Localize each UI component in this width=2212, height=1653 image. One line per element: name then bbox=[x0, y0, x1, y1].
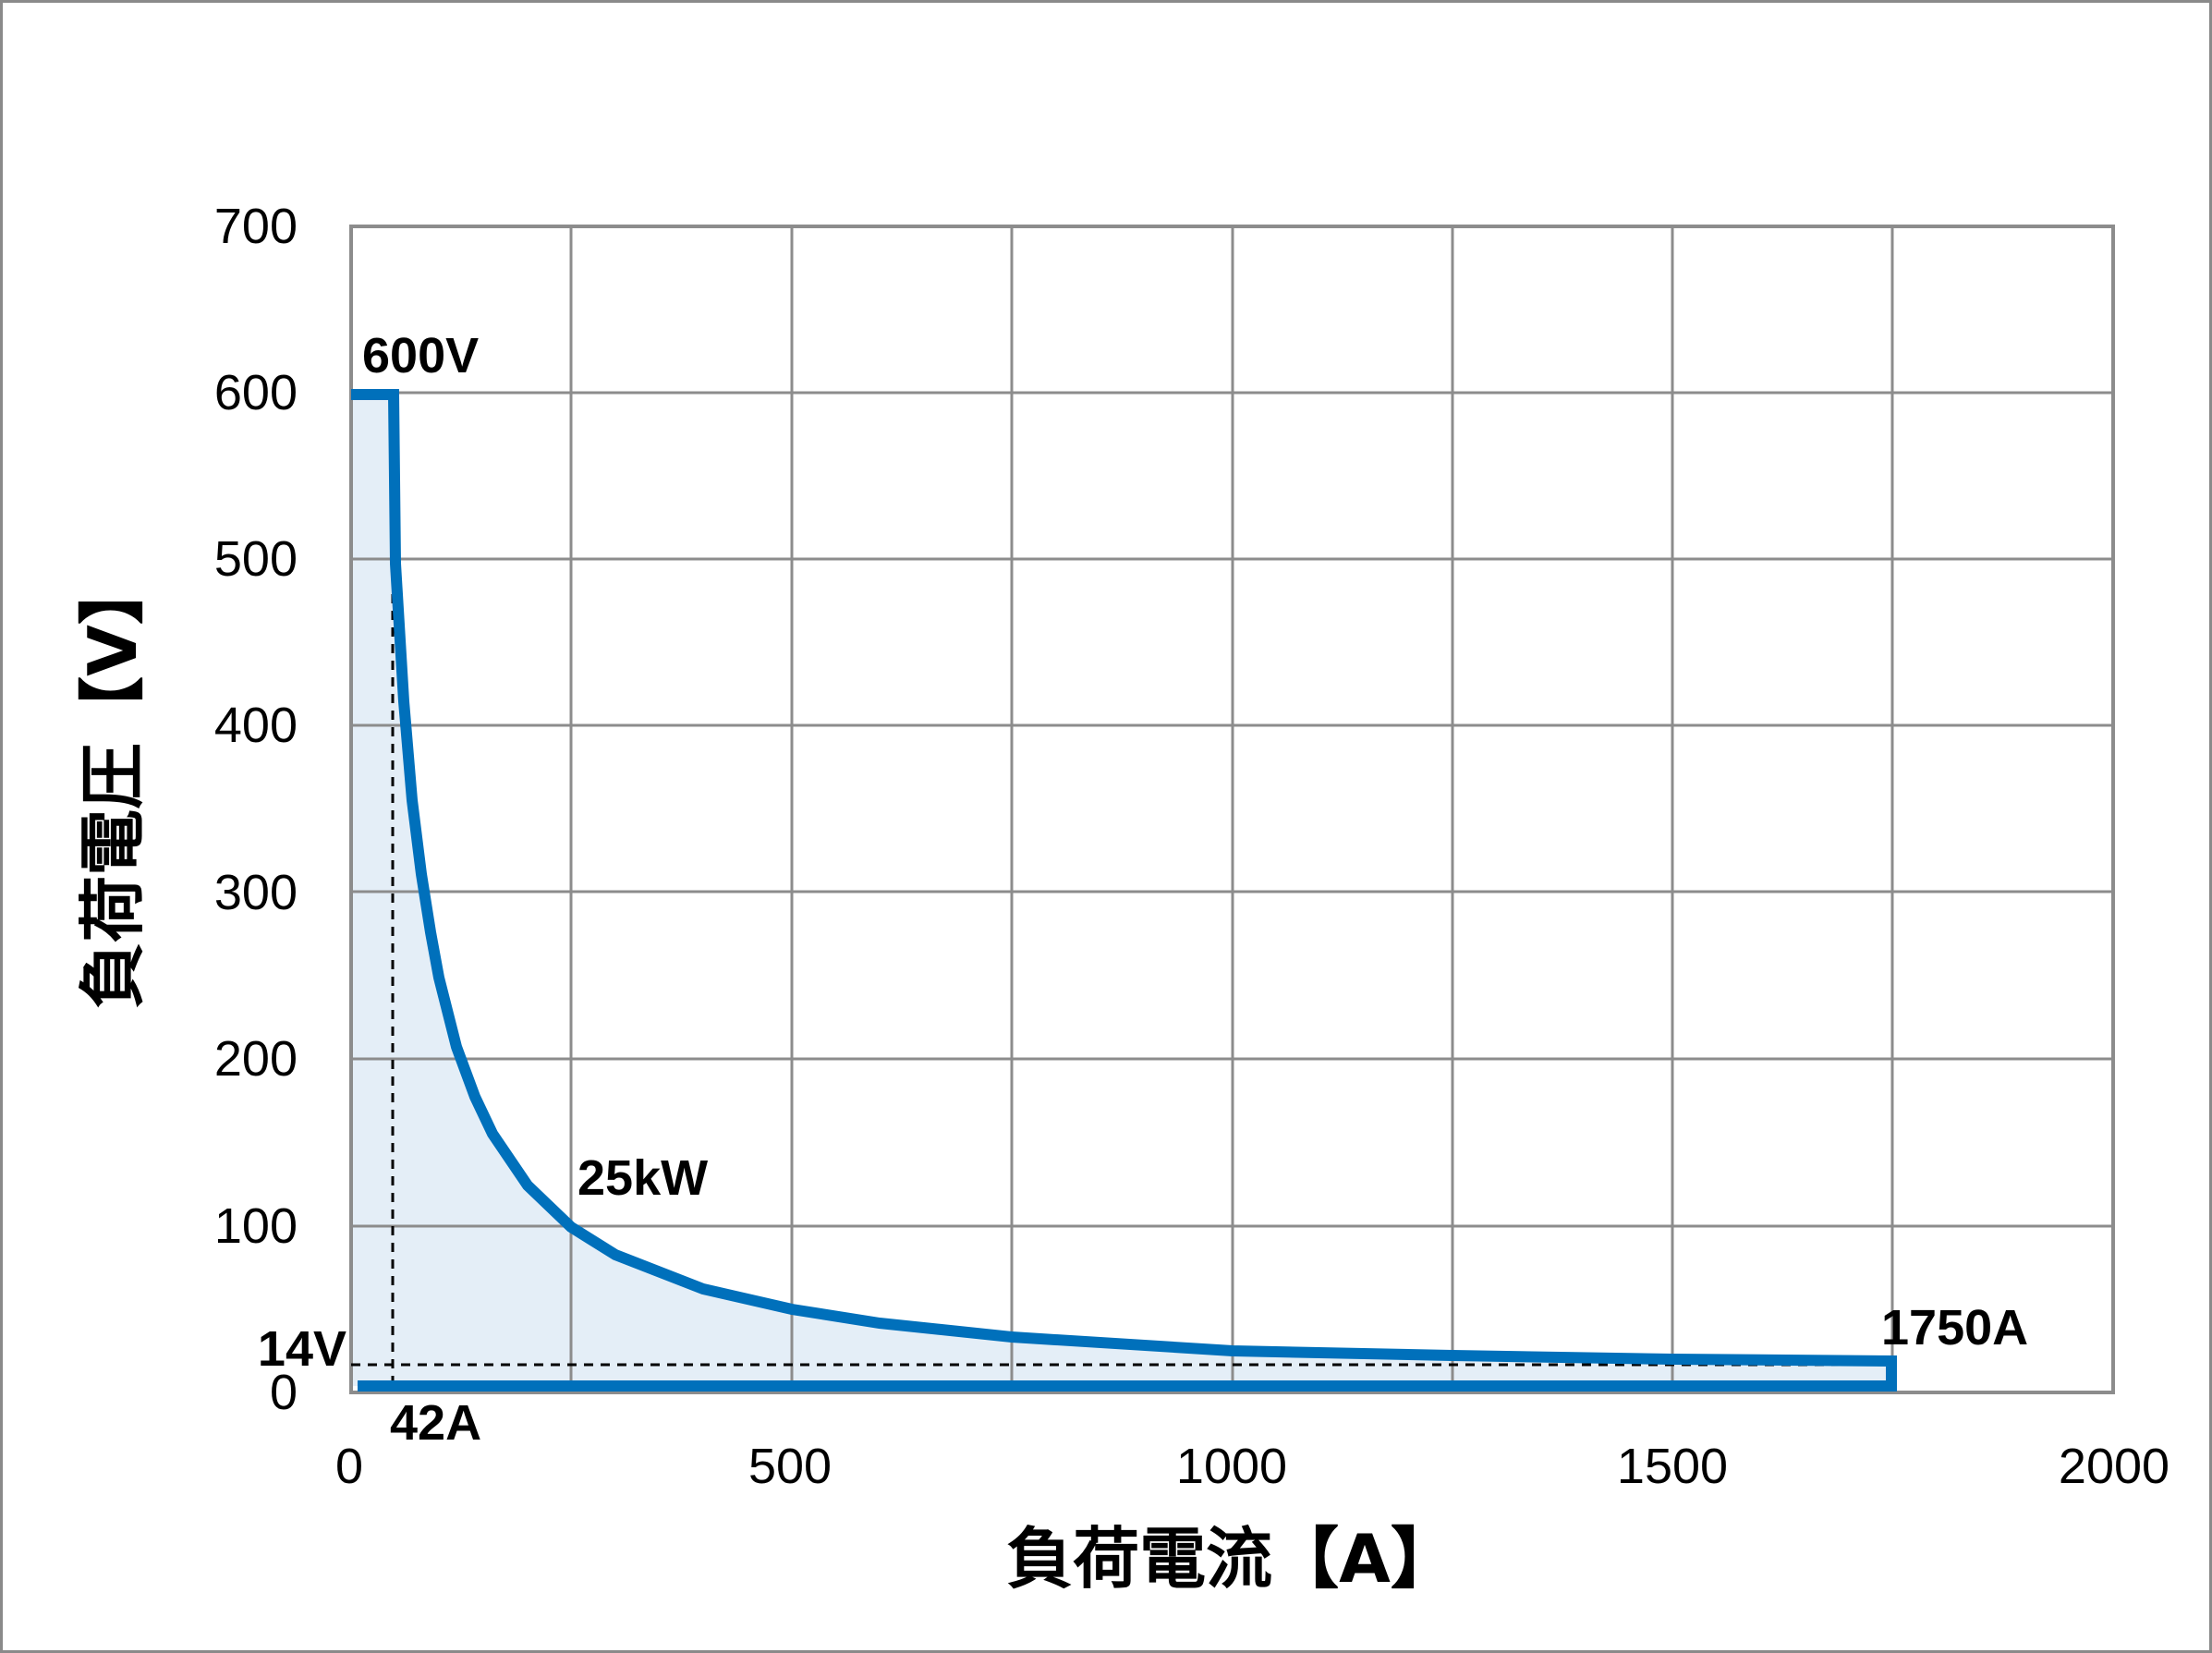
y-tick-0: 0 bbox=[270, 1365, 298, 1420]
x-tick-1000: 1000 bbox=[1176, 1439, 1287, 1494]
plot-border bbox=[349, 225, 2115, 1394]
annotation-14v: 14V bbox=[258, 1321, 346, 1377]
x-tick-1500: 1500 bbox=[1617, 1439, 1728, 1494]
operating-region-fill bbox=[351, 395, 1892, 1386]
y-tick-200: 200 bbox=[214, 1031, 298, 1087]
y-tick-labels: 700 600 500 400 300 200 100 0 bbox=[214, 199, 298, 1420]
annotation-600v: 600V bbox=[362, 328, 479, 383]
y-tick-400: 400 bbox=[214, 698, 298, 753]
y-tick-300: 300 bbox=[214, 865, 298, 920]
x-tick-500: 500 bbox=[748, 1439, 832, 1494]
y-axis-title: 負荷電圧【V】 bbox=[74, 558, 152, 1009]
y-tick-100: 100 bbox=[214, 1198, 298, 1254]
grid-horizontal bbox=[351, 391, 2113, 1228]
y-tick-500: 500 bbox=[214, 531, 298, 587]
x-tick-labels: 0 500 1000 1500 2000 bbox=[335, 1439, 2169, 1494]
y-tick-700: 700 bbox=[214, 199, 298, 254]
y-tick-600: 600 bbox=[214, 365, 298, 420]
x-tick-2000: 2000 bbox=[2059, 1439, 2169, 1494]
operating-boundary-line bbox=[351, 389, 1897, 1392]
grid-vertical bbox=[569, 226, 1894, 1392]
annotation-1750a: 1750A bbox=[1881, 1300, 2028, 1355]
annotation-42a: 42A bbox=[390, 1395, 481, 1451]
x-tick-0: 0 bbox=[335, 1439, 363, 1494]
annotation-25kw: 25kW bbox=[577, 1150, 708, 1206]
x-axis-title: 負荷電流【A】 bbox=[1006, 1520, 1457, 1598]
